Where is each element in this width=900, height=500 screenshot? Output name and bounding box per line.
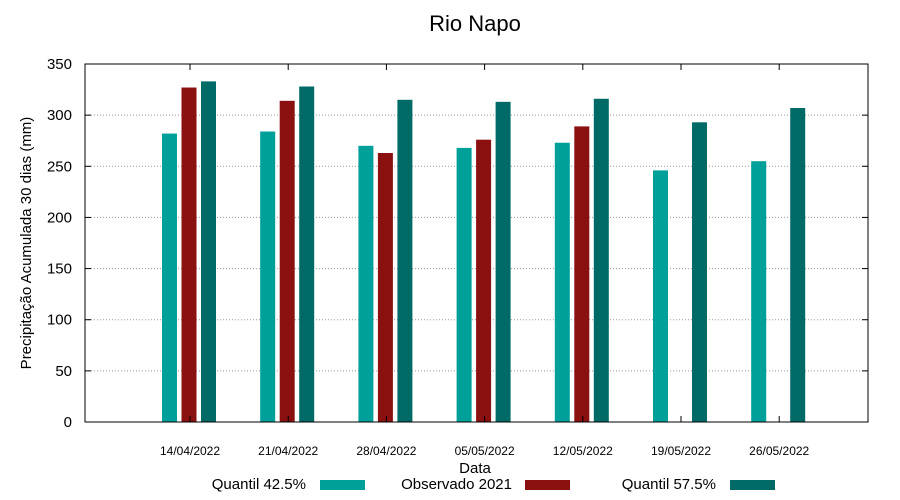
bar-1 — [260, 131, 276, 422]
bar-2 — [377, 152, 393, 422]
y-tick-label: 0 — [64, 414, 72, 431]
bar-1 — [751, 161, 767, 422]
bar-2 — [574, 126, 590, 422]
legend-swatch — [730, 480, 775, 490]
bar-1 — [358, 145, 374, 423]
y-tick-label: 150 — [47, 261, 72, 278]
y-tick-label: 250 — [47, 158, 72, 175]
bars — [162, 81, 806, 423]
legend-swatch — [525, 480, 570, 490]
legend-swatch — [320, 480, 365, 490]
y-tick-label: 350 — [47, 56, 72, 73]
bar-1 — [554, 142, 570, 422]
x-axis-label: Data — [459, 460, 491, 477]
x-tick-label: 05/05/2022 — [455, 444, 515, 458]
x-tick-label: 19/05/2022 — [651, 444, 711, 458]
plot-frame — [84, 63, 869, 423]
y-tick-label: 300 — [47, 107, 72, 124]
x-tick-label: 14/04/2022 — [160, 444, 220, 458]
chart-title: Rio Napo — [429, 11, 521, 36]
bar-2 — [181, 87, 197, 423]
legend-label: Quantil 57.5% — [622, 476, 716, 493]
y-axis-label: Precipitação Acumulada 30 dias (mm) — [18, 117, 35, 370]
bar-3 — [692, 122, 707, 422]
x-tick-label: 26/05/2022 — [749, 444, 809, 458]
bar-3 — [201, 81, 216, 422]
bar-3 — [790, 107, 806, 423]
x-tick-label: 21/04/2022 — [258, 444, 318, 458]
y-tick-label: 100 — [47, 312, 72, 329]
bar-2 — [279, 100, 295, 422]
y-tick-label: 200 — [47, 209, 72, 226]
bar-3 — [495, 101, 511, 423]
bar-1 — [456, 147, 472, 423]
legend-label: Quantil 42.5% — [212, 476, 306, 493]
x-axis-ticks: 14/04/2022 21/04/2022 28/04/2022 05/05/2022… — [160, 64, 810, 458]
legend-label: Observado 2021 — [401, 476, 512, 493]
legend: Quantil 42.5% Observado 2021 Quantil 57.5% — [212, 476, 775, 493]
bar-3 — [593, 98, 609, 422]
bar-3 — [397, 99, 413, 423]
bar-2 — [476, 139, 492, 423]
x-tick-label: 28/04/2022 — [356, 444, 416, 458]
bar-3 — [299, 86, 315, 422]
y-axis-ticks: 0 50 100 150 200 250 300 350 — [47, 56, 868, 431]
bar-1 — [162, 133, 177, 422]
bar-1 — [653, 170, 668, 422]
y-tick-label: 50 — [55, 363, 72, 380]
x-tick-label: 12/05/2022 — [553, 444, 613, 458]
